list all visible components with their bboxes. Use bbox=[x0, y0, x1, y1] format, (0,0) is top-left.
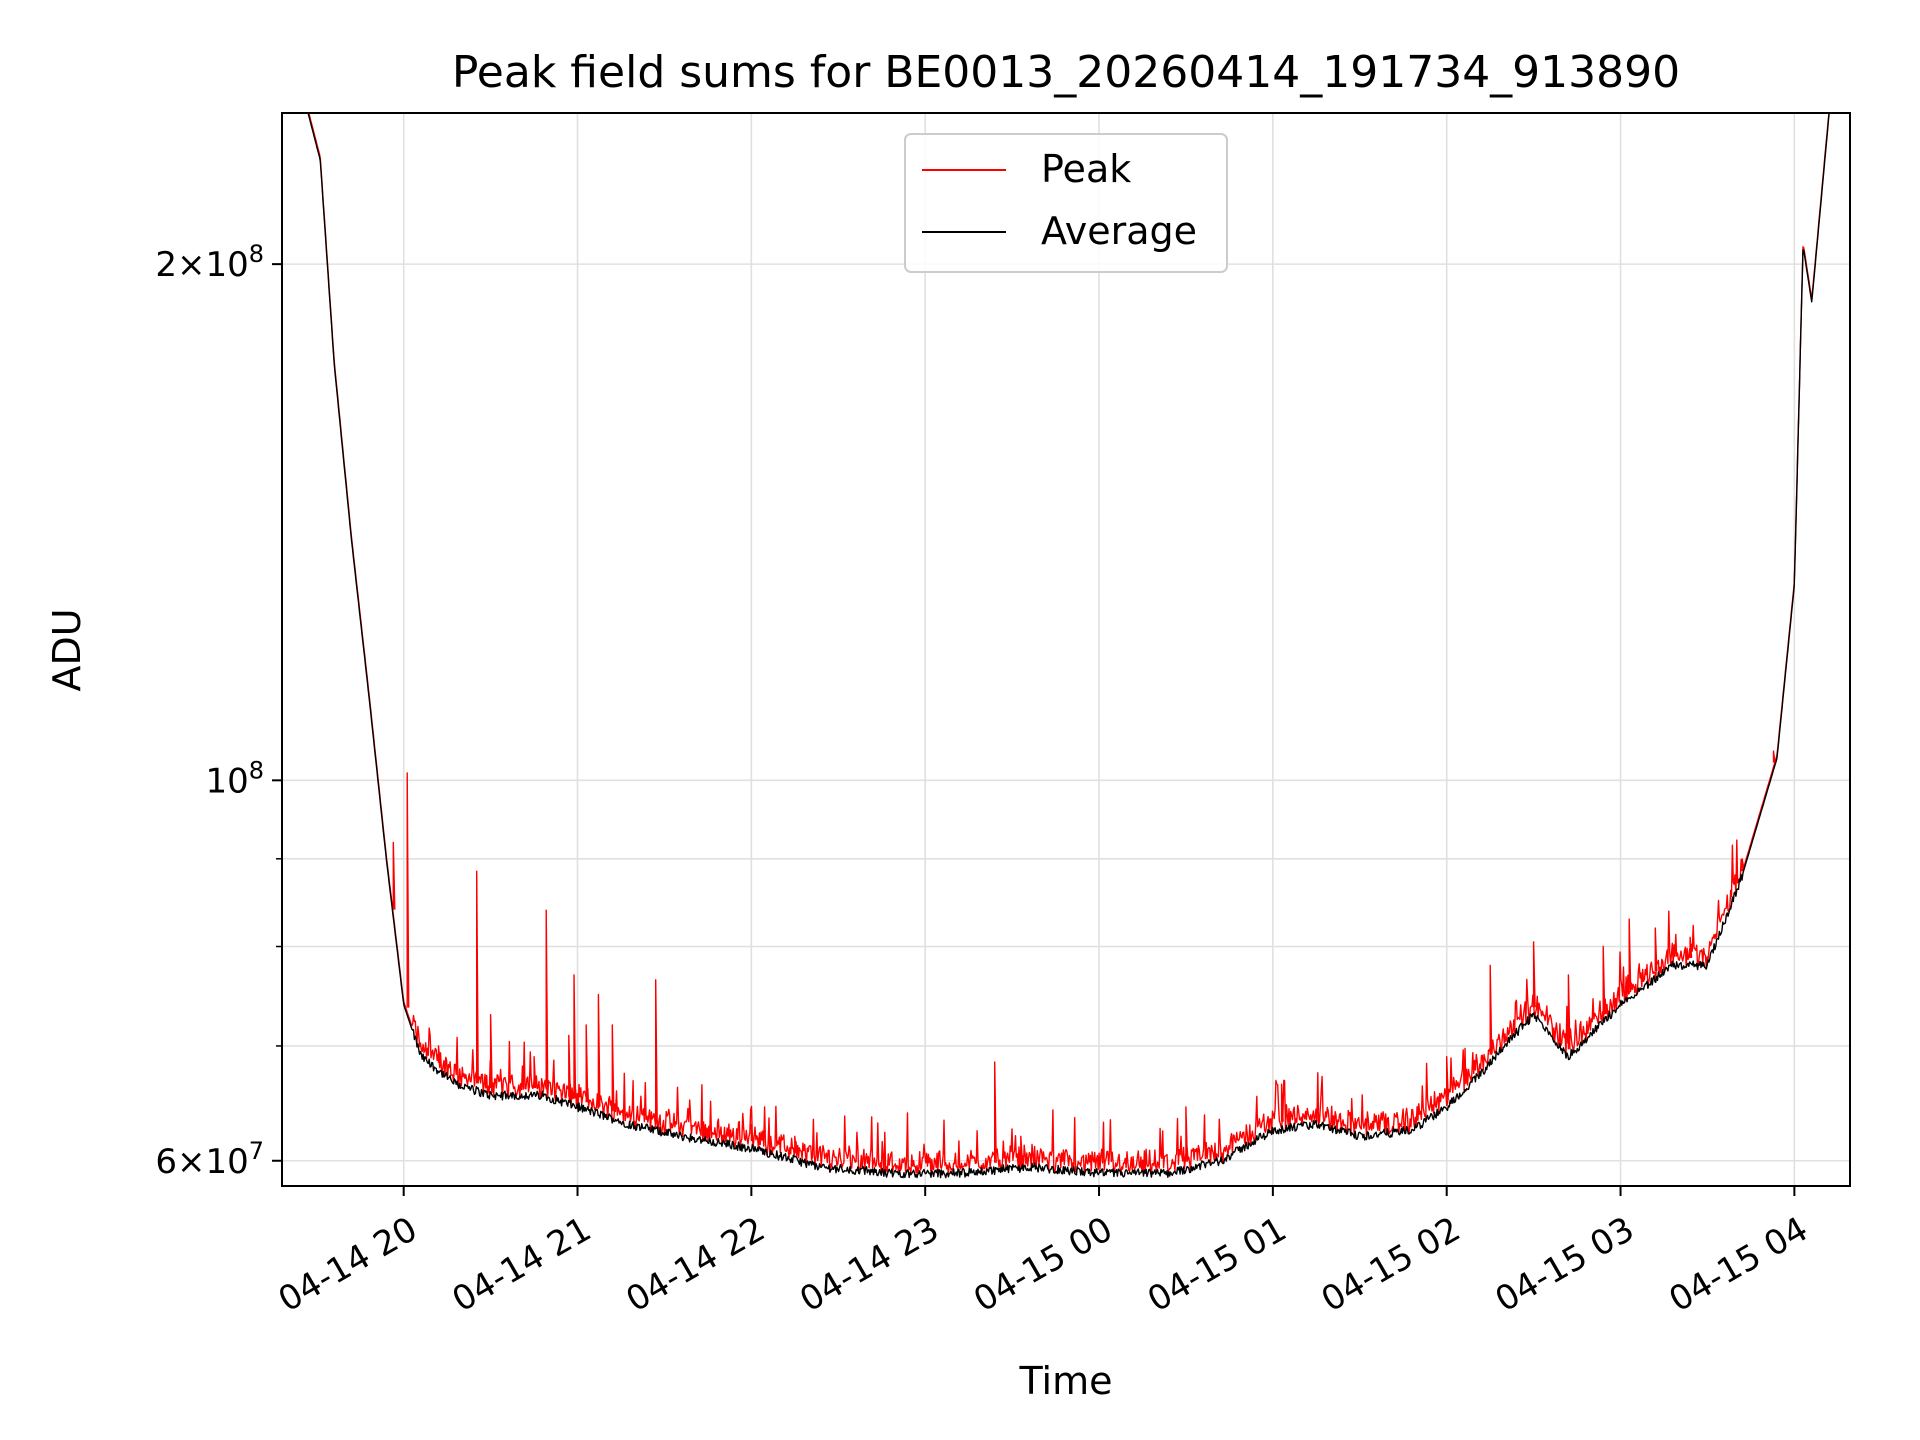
legend: Peak Average bbox=[904, 133, 1228, 273]
y-tick-exponent: 7 bbox=[249, 1137, 264, 1165]
y-tick-exponent: 8 bbox=[249, 756, 264, 784]
y-tick-times: × bbox=[177, 1142, 206, 1182]
plot-area bbox=[282, 112, 1850, 1179]
series-line-average bbox=[282, 112, 1850, 1179]
y-tick-mantissa: 6 bbox=[155, 1142, 177, 1182]
axes-frame bbox=[281, 112, 1851, 1187]
legend-label-peak: Peak bbox=[1041, 147, 1131, 191]
y-tick-mantissa: 2 bbox=[155, 245, 177, 285]
y-tick-base: 10 bbox=[205, 1142, 248, 1182]
x-axis-label: Time bbox=[1019, 1359, 1113, 1403]
legend-box bbox=[904, 133, 1228, 273]
chart-title: Peak field sums for BE0013_20260414_1917… bbox=[452, 47, 1680, 98]
y-tick-label: 2×108 bbox=[155, 240, 264, 285]
y-axis-label: ADU bbox=[45, 608, 89, 691]
legend-label-average: Average bbox=[1041, 209, 1197, 253]
y-tick-base: 10 bbox=[205, 245, 248, 285]
y-tick-base: 10 bbox=[205, 761, 248, 801]
y-tick-label: 108 bbox=[205, 756, 264, 801]
y-tick-exponent: 8 bbox=[249, 240, 264, 268]
series-line-peak bbox=[282, 112, 1850, 1177]
y-tick-times: × bbox=[177, 245, 206, 285]
y-tick-label: 6×107 bbox=[155, 1137, 264, 1182]
